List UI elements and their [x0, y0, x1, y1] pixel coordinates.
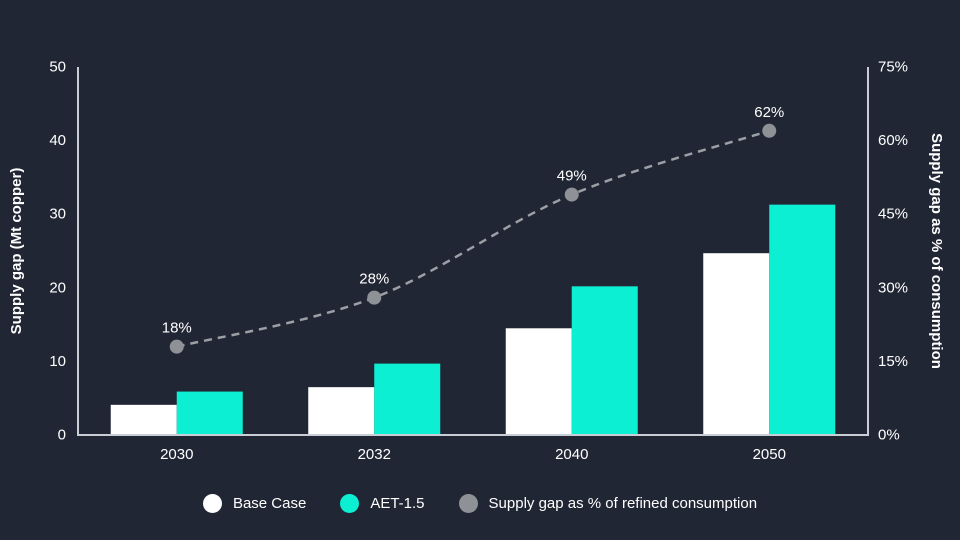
left-y-tick-label: 30 [49, 206, 66, 223]
supply-gap-pct-line [176, 129, 770, 348]
legend-item-supply-gap-pct: Supply gap as % of refined consumption [458, 494, 758, 513]
line-layer: 18% 28% 49% 62% [162, 104, 784, 354]
right-axis-title: Supply gap as % of consumption [928, 133, 945, 369]
line-point-2040 [564, 187, 579, 202]
line-point-2030 [169, 339, 184, 354]
bar-aet-2050 [769, 204, 836, 435]
line-point-2050 [762, 123, 777, 138]
right-y-tick-label: 30% [878, 279, 908, 296]
x-tick-label: 2040 [555, 446, 588, 463]
x-tick-label: 2050 [753, 446, 786, 463]
left-y-tick-label: 50 [49, 59, 66, 76]
right-y-tick-label: 75% [878, 59, 908, 76]
left-y-tick-label: 40 [49, 132, 66, 149]
x-tick-label: 2030 [160, 446, 193, 463]
left-y-tick-label: 0 [58, 427, 66, 444]
left-axis-title: Supply gap (Mt copper) [8, 168, 25, 335]
right-y-tick-label: 0% [878, 427, 900, 444]
line-point-label: 28% [359, 271, 389, 288]
aet-swatch-icon [340, 494, 360, 513]
legend-label: Supply gap as % of refined consumption [488, 495, 758, 512]
right-y-tick-label: 45% [878, 206, 908, 223]
legend: Base Case AET-1.5 Supply gap as % of ref… [0, 494, 960, 513]
right-y-tick-label: 60% [878, 132, 908, 149]
bar-aet-2032 [374, 363, 441, 435]
legend-label: AET-1.5 [370, 495, 425, 512]
bar-base-case-2050 [703, 253, 770, 435]
legend-item-aet: AET-1.5 [340, 494, 425, 513]
base-case-swatch-icon [202, 494, 222, 513]
line-point-label: 18% [162, 320, 192, 337]
supply-gap-pct-swatch-icon [458, 494, 478, 513]
line-point-2032 [367, 290, 382, 305]
legend-label: Base Case [232, 495, 307, 512]
bar-aet-2040 [571, 286, 638, 435]
bar-base-case-2032 [308, 387, 375, 435]
x-tick-label: 2032 [358, 446, 391, 463]
right-y-tick-label: 15% [878, 353, 908, 370]
line-point-label: 62% [754, 104, 784, 121]
legend-item-base-case: Base Case [202, 494, 307, 513]
bar-base-case-2040 [505, 328, 572, 435]
left-y-tick-label: 10 [49, 353, 66, 370]
left-y-tick-label: 20 [49, 279, 66, 296]
line-point-label: 49% [557, 168, 587, 185]
bars-layer [110, 204, 836, 435]
bar-base-case-2030 [110, 404, 177, 435]
bar-aet-2030 [176, 391, 243, 435]
